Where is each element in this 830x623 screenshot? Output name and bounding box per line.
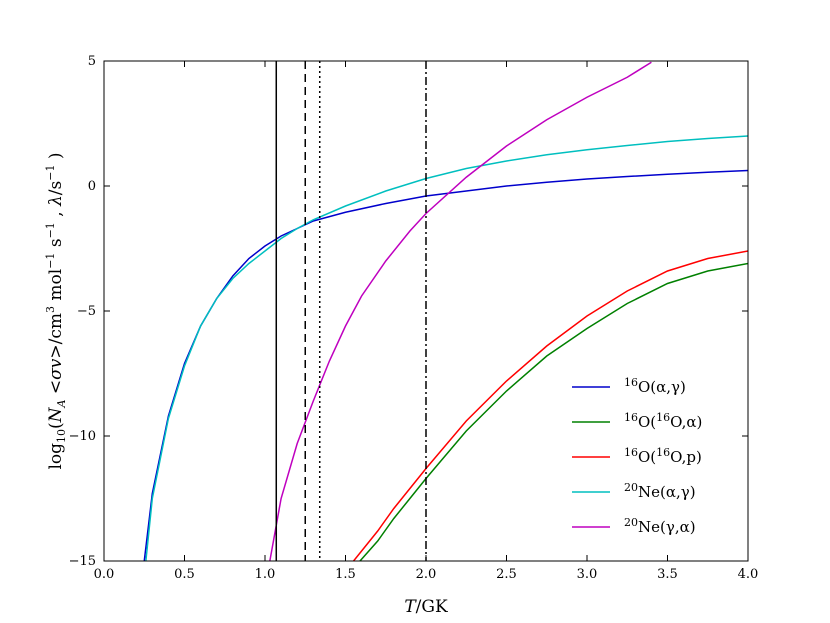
legend-label: 16O(α,γ) [624,376,686,397]
legend: 16O(α,γ) 16O(16O,α) 16O(16O,p) 20Ne(α,γ) 20N… [572,376,702,537]
legend-label: 20Ne(γ,α) [624,516,696,537]
legend-label: 20Ne(α,γ) [624,481,696,502]
x-tick-label: 2.0 [416,567,437,582]
series-line-4 [269,61,652,561]
x-tick-label: 0.0 [94,567,115,582]
x-tick-label: 1.0 [255,567,276,582]
series-line-1 [359,262,748,561]
series-line-3 [145,135,748,561]
x-tick-label: 1.5 [335,567,356,582]
legend-label: 16O(16O,α) [624,411,702,432]
y-tick-label: 5 [88,54,96,69]
y-tick-label: −10 [69,429,96,444]
legend-label: 16O(16O,p) [624,446,702,467]
series-layer [143,61,748,561]
y-tick-label: 0 [88,179,96,194]
vertical-lines [275,61,427,561]
x-tick-label: 3.5 [657,567,678,582]
y-tick-label: −5 [77,304,96,319]
x-tick-label: 2.5 [496,567,517,582]
legend-box [560,366,740,552]
x-tick-label: 0.5 [174,567,195,582]
x-tick-label: 3.0 [577,567,598,582]
ticks: 0.0 0.5 1.0 1.5 2.0 2.5 3.0 3.5 4.0 −15 −10 −5 0 5 [69,54,759,582]
x-axis-label: T/GK [404,597,448,617]
svg-text:log10(NA <σv>/cm3 mol−1 s−1 ,: log10(NA <σv>/cm3 mol−1 s−1 , λ/s−1 ) [44,152,68,469]
series-line-2 [352,250,748,561]
y-tick-label: −15 [69,554,96,569]
y-axis-label: log10(NA <σv>/cm3 mol−1 s−1 , λ/s−1 ) [44,152,68,469]
x-tick-label: 4.0 [738,567,759,582]
